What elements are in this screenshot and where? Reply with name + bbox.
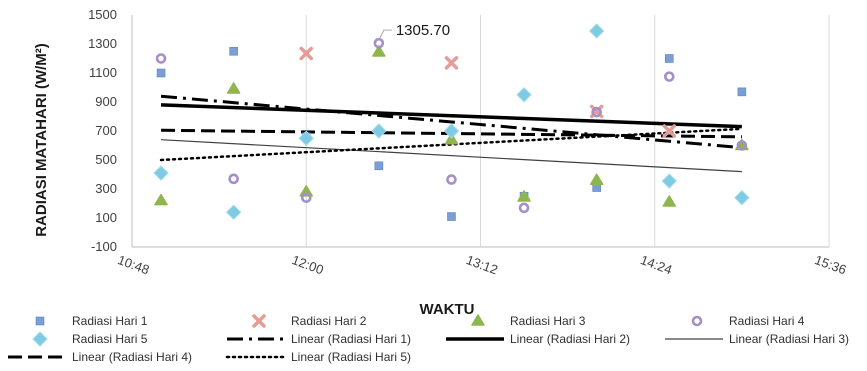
legend-item: Linear (Radiasi Hari 4) xyxy=(8,350,192,364)
y-tick-label: 300 xyxy=(95,181,117,196)
legend-label: Radiasi Hari 2 xyxy=(291,314,367,328)
y-tick-label: 100 xyxy=(95,210,117,225)
legend-item: Radiasi Hari 1 xyxy=(35,314,148,328)
annotation-label: 1305.70 xyxy=(396,22,450,39)
y-tick-label: 500 xyxy=(95,152,117,167)
legend-label: Linear (Radiasi Hari 2) xyxy=(510,332,630,346)
data-point xyxy=(591,106,602,118)
y-tick-label: 1100 xyxy=(89,65,117,80)
data-point xyxy=(155,53,167,64)
legend-label: Linear (Radiasi Hari 3) xyxy=(729,332,849,346)
legend-label: Radiasi Hari 4 xyxy=(729,314,805,328)
legend-swatch xyxy=(691,315,703,327)
legend-label: Radiasi Hari 1 xyxy=(72,314,148,328)
legend-item: Radiasi Hari 4 xyxy=(691,314,805,328)
legend-item: Radiasi Hari 3 xyxy=(471,314,586,328)
legend-swatch xyxy=(252,314,266,328)
legend-item: Linear (Radiasi Hari 2) xyxy=(446,332,630,346)
data-point xyxy=(662,124,677,138)
data-point xyxy=(228,173,239,185)
y-tick-label: -100 xyxy=(91,239,117,254)
data-point xyxy=(371,123,387,139)
data-point xyxy=(518,202,530,214)
y-tick-label: 1500 xyxy=(88,7,117,22)
data-point xyxy=(299,46,313,61)
legend-label: Radiasi Hari 5 xyxy=(72,332,148,346)
series-5-points xyxy=(153,23,750,220)
data-point xyxy=(298,130,314,146)
data-point xyxy=(662,195,677,207)
y-axis-ticks: -100 100 300 500 700 900 1100 1300 1500 xyxy=(88,7,117,254)
data-point xyxy=(444,56,459,70)
legend-label: Linear (Radiasi Hari 4) xyxy=(72,350,192,364)
trendline xyxy=(161,139,742,173)
legend-swatch xyxy=(471,314,485,326)
annotation-leader xyxy=(378,29,392,41)
series-4-points xyxy=(155,37,748,214)
data-point xyxy=(373,37,385,49)
data-point xyxy=(517,190,531,202)
legend-item: Linear (Radiasi Hari 1) xyxy=(227,332,411,346)
data-point xyxy=(734,189,750,206)
y-tick-label: 1300 xyxy=(88,36,117,51)
x-tick-label: 15:36 xyxy=(813,252,849,277)
data-points xyxy=(153,23,750,221)
legend-item: Linear (Radiasi Hari 3) xyxy=(665,332,849,346)
data-point xyxy=(372,45,386,57)
data-point xyxy=(154,193,168,206)
legend-label: Radiasi Hari 3 xyxy=(510,314,586,328)
data-point xyxy=(300,192,312,203)
trendline xyxy=(160,94,743,150)
legend-swatch xyxy=(35,316,45,326)
data-point xyxy=(516,87,532,103)
x-tick-label: 14:24 xyxy=(638,252,674,277)
x-axis-ticks: 10:48 12:00 13:12 14:24 15:36 xyxy=(116,252,849,277)
data-point xyxy=(447,212,456,221)
legend-label: Linear (Radiasi Hari 1) xyxy=(291,332,411,346)
data-point xyxy=(446,174,457,185)
y-axis-title: RADIASI MATAHARI (W/M²) xyxy=(33,43,50,237)
data-point xyxy=(589,173,604,186)
data-point xyxy=(229,46,238,56)
x-tick-label: 13:12 xyxy=(464,252,500,277)
data-point xyxy=(736,140,748,151)
y-tick-label: 700 xyxy=(95,123,117,138)
data-point xyxy=(661,173,677,189)
x-axis-title: WAKTU xyxy=(420,301,475,318)
data-point xyxy=(443,123,460,139)
y-tick-label: 900 xyxy=(95,94,117,109)
data-point xyxy=(156,68,166,78)
data-point xyxy=(226,82,241,94)
data-point xyxy=(588,23,605,39)
data-point xyxy=(664,54,674,63)
data-point xyxy=(153,165,169,181)
data-point xyxy=(663,71,675,82)
x-tick-label: 10:48 xyxy=(116,252,152,277)
legend: Radiasi Hari 1 Radiasi Hari 2 Radiasi Hari… xyxy=(8,314,849,364)
data-point xyxy=(225,204,242,220)
legend-label: Linear (Radiasi Hari 5) xyxy=(291,350,411,364)
data-point xyxy=(374,161,384,171)
legend-item: Radiasi Hari 2 xyxy=(252,314,367,328)
data-label-annotation: 1305.70 xyxy=(378,22,450,41)
legend-item: Linear (Radiasi Hari 5) xyxy=(225,350,411,364)
data-point xyxy=(737,87,747,97)
legend-item: Radiasi Hari 5 xyxy=(32,331,148,347)
trendline xyxy=(160,103,742,129)
legend-swatch xyxy=(32,331,48,347)
axes xyxy=(131,15,829,248)
x-tick-label: 12:00 xyxy=(290,252,326,277)
